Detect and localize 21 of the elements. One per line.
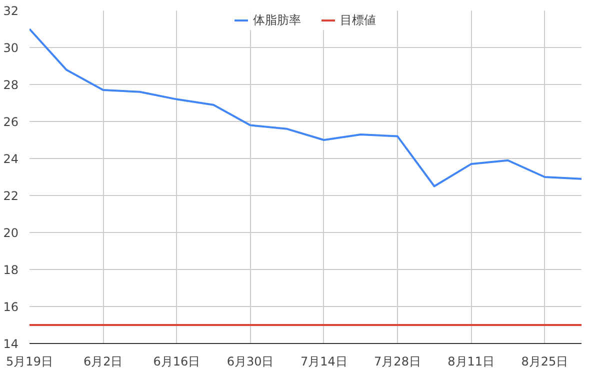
y-tick-label: 20 [3,226,19,240]
y-tick-label: 24 [3,152,19,166]
legend-label: 体脂肪率 [253,12,301,28]
x-tick-label: 7月28日 [374,354,421,368]
x-tick-label: 6月16日 [153,354,200,368]
y-tick-label: 26 [3,115,19,129]
y-tick-label: 28 [3,78,19,92]
x-tick-label: 8月25日 [521,354,568,368]
x-tick-label: 6月2日 [83,354,123,368]
x-tick-label: 6月30日 [226,354,274,368]
x-tick-label: 8月11日 [448,354,495,368]
x-tick-label: 5月19日 [6,354,53,368]
y-tick-label: 30 [3,41,19,55]
line-series [30,28,582,188]
legend-label: 目標値 [340,12,376,28]
x-tick-label: 7月14日 [300,354,348,368]
y-tick-label: 16 [3,300,19,314]
y-tick-label: 14 [3,337,19,351]
y-tick-label: 18 [3,263,19,277]
y-tick-label: 32 [3,4,19,18]
y-tick-label: 22 [3,189,19,203]
